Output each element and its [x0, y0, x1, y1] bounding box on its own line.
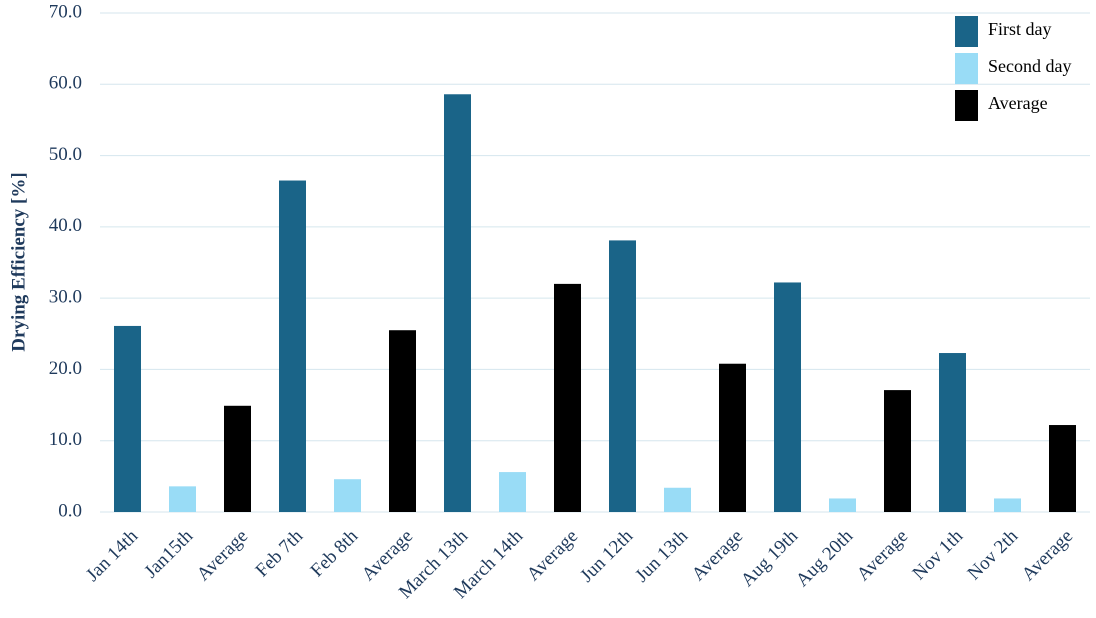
y-tick-label: 30.0: [49, 287, 82, 308]
x-tick-label: Nov 1th: [909, 525, 968, 584]
bar: [224, 405, 251, 512]
legend-swatch: [955, 53, 978, 84]
legend-label: Second day: [988, 56, 1071, 76]
bar: [1049, 425, 1076, 512]
bar: [884, 390, 911, 512]
x-tick-label: Feb 8th: [307, 525, 363, 581]
x-tick-label: Jun 13th: [631, 525, 692, 586]
bar: [664, 487, 691, 512]
bar: [444, 94, 471, 512]
x-tick-label: Jan 14th: [82, 525, 142, 585]
y-axis-label: Drying Efficiency [%]: [8, 172, 29, 351]
x-tick-label: Aug 20th: [792, 525, 858, 591]
y-tick-label: 50.0: [49, 144, 82, 165]
legend-label: First day: [988, 19, 1052, 39]
bar: [389, 330, 416, 512]
x-tick-label: Average: [1018, 526, 1077, 585]
x-tick-label: Average: [193, 526, 252, 585]
x-tick-label: Nov 2th: [964, 525, 1023, 584]
legend-swatch: [955, 16, 978, 47]
legend-label: Average: [988, 93, 1048, 113]
bar: [169, 486, 196, 512]
y-tick-label: 0.0: [58, 500, 82, 521]
bar: [829, 498, 856, 512]
bar: [279, 180, 306, 512]
bar: [939, 353, 966, 512]
y-tick-label: 70.0: [49, 1, 82, 22]
bar: [994, 498, 1021, 512]
bar: [609, 240, 636, 512]
x-tick-label: Jan15th: [140, 525, 197, 582]
x-tick-label: Aug 19th: [737, 525, 803, 591]
y-tick-label: 10.0: [49, 429, 82, 450]
bar: [499, 472, 526, 512]
bar: [719, 363, 746, 512]
y-tick-label: 40.0: [49, 215, 82, 236]
x-tick-label: Feb 7th: [252, 525, 308, 581]
x-tick-label: Average: [853, 526, 912, 585]
x-tick-label: Average: [523, 526, 582, 585]
bar: [114, 325, 141, 512]
legend-swatch: [955, 90, 978, 121]
bar: [334, 479, 361, 512]
bar: [774, 282, 801, 512]
bar: [554, 283, 581, 512]
y-tick-label: 20.0: [49, 358, 82, 379]
x-tick-label: Jun 12th: [576, 525, 637, 586]
y-tick-label: 60.0: [49, 73, 82, 94]
